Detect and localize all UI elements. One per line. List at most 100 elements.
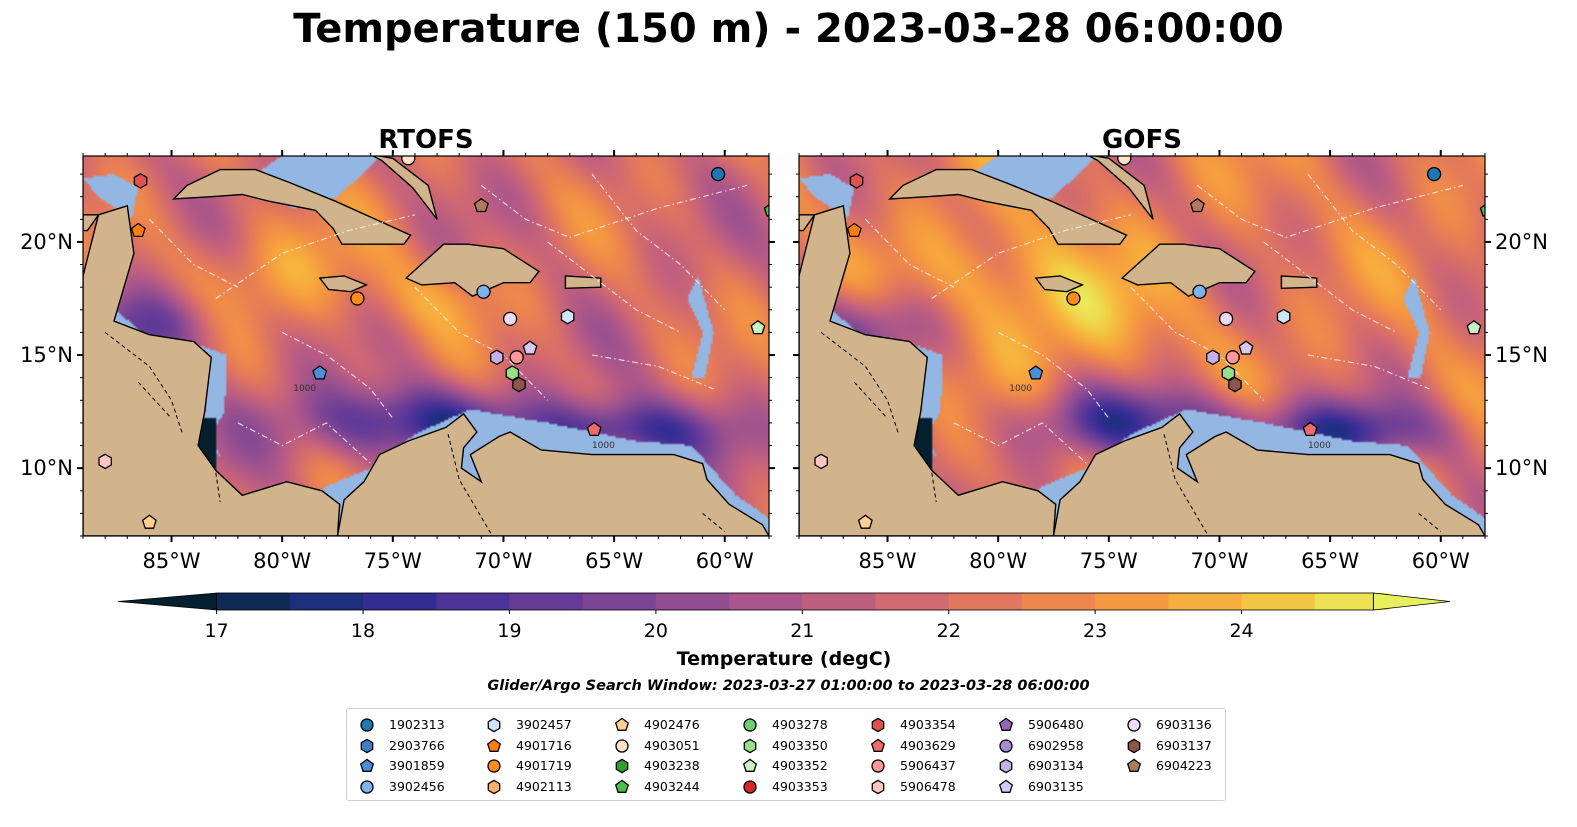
float-marker-4902476: [857, 514, 873, 529]
legend-marker-6903135: [998, 779, 1014, 793]
colorbar-segment: [948, 593, 1023, 610]
float-marker-6903135: [1238, 340, 1254, 355]
y-tick-label: 20°N: [1495, 230, 1548, 254]
x-tick-label: 65°W: [1301, 549, 1359, 573]
y-tick-label: 15°N: [1495, 343, 1548, 367]
float-marker-4903354: [849, 173, 864, 189]
legend-label: 4903244: [644, 778, 700, 794]
map-panel-gofs: 1000 1000 GOFS 85°W 80°W 75°W 70°W 65°W 60°W 20°N…: [793, 125, 1548, 573]
colorbar-segment: [729, 593, 803, 610]
legend-label: 6903137: [1156, 737, 1212, 753]
float-marker-5906478: [98, 453, 112, 470]
legend-marker-5906480: [998, 717, 1014, 731]
eez-boundary: [1130, 286, 1265, 401]
contour-label: 1000: [1308, 441, 1331, 451]
land-hispaniola: [404, 243, 540, 298]
legend-label: 6903136: [1156, 717, 1212, 732]
chart-title: Temperature (150 m) - 2023-03-28 06:00:0…: [293, 6, 1284, 52]
land-puertoRico: [564, 275, 602, 290]
map-frame: [82, 155, 770, 537]
float-marker-6904223: [1189, 197, 1205, 213]
eez-boundary: [1196, 184, 1464, 238]
land-jamaica: [318, 275, 369, 293]
colorbar-tick-label: 18: [351, 620, 375, 642]
legend-marker-1902313: [360, 718, 374, 732]
colorbar-segment: [436, 593, 510, 610]
float-marker-6904223: [473, 197, 489, 213]
contour-label: 1000: [1009, 384, 1032, 394]
x-tick-label: 60°W: [696, 549, 754, 573]
eez-boundary: [865, 218, 955, 288]
land-bahamas: [371, 156, 438, 220]
legend-marker-4903244: [614, 779, 630, 793]
country-border: [104, 332, 184, 435]
legend-label: 4903352: [772, 758, 828, 773]
float-marker-4903051: [401, 156, 416, 166]
map-frame: [798, 155, 1486, 537]
legend-label: 4902113: [516, 778, 572, 794]
legend-marker-3902456: [360, 779, 374, 794]
float-marker-6903137: [512, 376, 526, 393]
legend-marker-4903350: [743, 738, 757, 753]
float-marker-5906437: [1225, 350, 1240, 365]
legend-label: 2903766: [389, 737, 445, 753]
float-marker-6903134: [490, 349, 504, 366]
float-marker-4903352: [1466, 319, 1482, 335]
legend-marker-4902476: [614, 717, 630, 731]
legend-marker-6902958: [999, 738, 1013, 753]
legend-marker-2903766: [360, 738, 374, 753]
colorbar-tick-label: 23: [1083, 620, 1107, 642]
float-marker-4901719: [1066, 291, 1081, 306]
land-bahamas: [1087, 156, 1154, 220]
float-marker-4903244: [1479, 204, 1485, 217]
colorbar: 17 18 19 20 21 22 23 24 Temperature (degC): [117, 592, 1451, 670]
land-hispaniola: [1120, 243, 1256, 298]
country-border: [702, 513, 726, 532]
x-tick-label: 75°W: [1080, 549, 1138, 573]
legend-label: 6903134: [1028, 758, 1084, 773]
float-marker-4903354: [133, 173, 148, 189]
legend-label: 4902476: [644, 717, 700, 732]
land-southAmerica: [336, 412, 769, 536]
legend-label: 4903354: [900, 717, 956, 732]
legend-label: 6902958: [1028, 737, 1084, 753]
contour-label: 1000: [592, 441, 615, 451]
legend-label: 6903135: [1028, 778, 1084, 794]
float-marker-4903629: [586, 421, 602, 437]
legend-label: 6904223: [1156, 758, 1212, 773]
legend-marker-6903134: [999, 758, 1013, 774]
legend-marker-6903136: [1127, 718, 1141, 732]
eez-boundary: [997, 331, 1110, 419]
x-tick-label: 70°W: [474, 549, 532, 573]
legend-label: 4903278: [772, 717, 828, 732]
country-border: [215, 472, 221, 503]
country-border: [447, 434, 493, 536]
float-marker-5906478: [814, 453, 828, 470]
land-yucatan: [83, 214, 100, 232]
x-tick-label: 80°W: [253, 549, 311, 573]
legend-label: 4903238: [644, 758, 700, 773]
contour-label: 1000: [293, 384, 316, 394]
x-tick-label: 85°W: [143, 549, 201, 573]
legend-label: 4903051: [644, 737, 700, 753]
float-marker-4901719: [350, 291, 365, 306]
land-cuba: [171, 168, 412, 245]
float-marker-1902313: [710, 166, 726, 182]
colorbar-segment: [802, 593, 877, 610]
legend-marker-4903353: [743, 779, 757, 794]
colorbar-tick-label: 17: [205, 620, 229, 642]
eez-boundary: [1307, 173, 1442, 311]
legend-label: 1902313: [389, 717, 445, 732]
legend-marker-4903238: [615, 758, 629, 774]
float-marker-6903136: [502, 311, 518, 327]
float-marker-3902457: [1276, 308, 1291, 325]
legend-marker-3901859: [359, 758, 375, 772]
eez-boundary: [414, 286, 549, 401]
colorbar-segment: [1021, 593, 1096, 610]
colorbar-segment: [216, 593, 291, 610]
colorbar-tick-label: 20: [644, 620, 668, 642]
legend-label: 3902456: [389, 778, 445, 794]
float-legend: 1902313 2903766 3901859 3902456 3902457 49017…: [346, 708, 1226, 801]
country-border: [1163, 434, 1209, 536]
